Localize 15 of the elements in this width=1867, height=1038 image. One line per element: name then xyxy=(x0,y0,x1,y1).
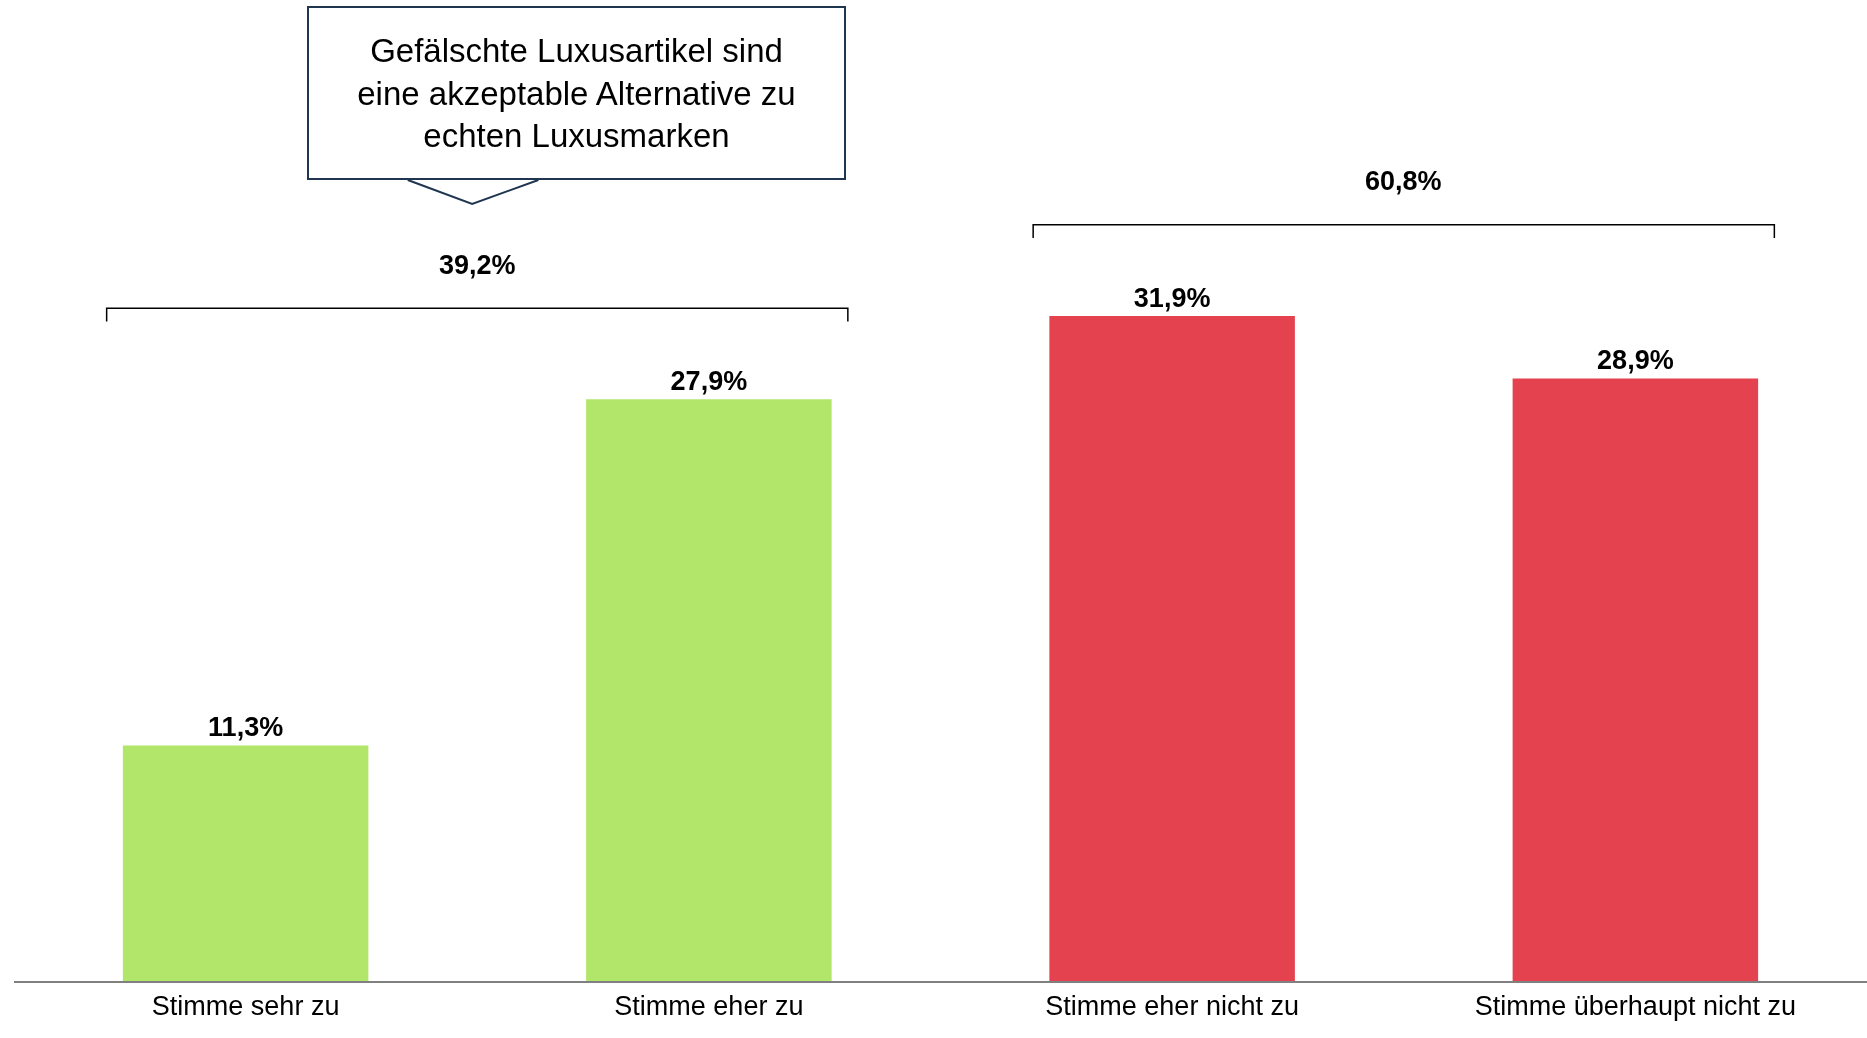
data-label: 28,9% xyxy=(1597,345,1674,376)
bar xyxy=(586,399,832,981)
x-tick-label: Stimme sehr zu xyxy=(151,991,340,1022)
data-label: 11,3% xyxy=(208,712,284,743)
data-label: 31,9% xyxy=(1133,282,1211,313)
bar xyxy=(1049,315,1295,981)
x-tick-label: Stimme überhaupt nicht zu xyxy=(1474,991,1796,1022)
bar xyxy=(1512,378,1759,981)
x-tick-label: Stimme eher zu xyxy=(614,991,804,1022)
data-label: 27,9% xyxy=(670,366,748,397)
bar xyxy=(122,745,369,981)
text: 39,2% xyxy=(439,250,516,280)
text: 60,8% xyxy=(1365,166,1442,196)
x-tick-label: Stimme eher nicht zu xyxy=(1045,991,1299,1022)
chart-title: Gefälschte Luxusartikel sind eine akzeptable Alternative zu echten Luxusmarken xyxy=(357,31,796,155)
